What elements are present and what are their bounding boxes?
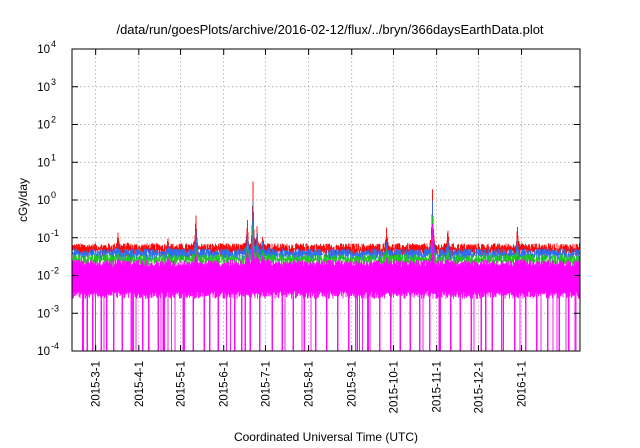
y-tick-exponent: 3 xyxy=(51,77,56,87)
chart-title: /data/run/goesPlots/archive/2016-02-12/f… xyxy=(116,22,543,37)
x-tick-label: 2015-7-1 xyxy=(260,361,272,407)
x-tick-label: 2015-10-1 xyxy=(389,361,401,413)
y-tick-exponent: 4 xyxy=(51,39,56,49)
y-tick-exponent: -4 xyxy=(51,341,59,351)
x-axis-label: Coordinated Universal Time (UTC) xyxy=(234,430,418,444)
series-3 xyxy=(71,224,581,351)
y-tick-label: 10 xyxy=(37,157,50,169)
x-tick-label: 2015-5-1 xyxy=(176,361,188,407)
y-tick-label: 10 xyxy=(37,82,50,94)
y-tick-label: 10 xyxy=(37,346,50,358)
series-2-trace xyxy=(71,216,581,267)
y-tick-exponent: -3 xyxy=(51,303,59,313)
y-tick-exponent: 2 xyxy=(51,115,56,125)
x-tick-label: 2015-8-1 xyxy=(304,361,316,407)
y-tick-exponent: 1 xyxy=(51,152,56,162)
data-series xyxy=(71,181,581,351)
series-0 xyxy=(71,181,581,257)
series-1 xyxy=(71,200,581,262)
y-tick-label: 10 xyxy=(37,195,50,207)
y-tick-label: 10 xyxy=(37,44,50,56)
x-axis: 2015-3-1 2015-4-1 2015-5-1 2015-6-1 2015-7-1… xyxy=(91,49,529,413)
y-tick-label: 10 xyxy=(37,120,50,132)
series-3-trace xyxy=(71,224,581,351)
series-0-trace xyxy=(71,181,581,257)
x-tick-label: 2015-3-1 xyxy=(91,361,103,407)
y-axis-label: cGy/day xyxy=(16,178,30,222)
y-tick-label: 10 xyxy=(37,271,50,283)
y-tick-exponent: 0 xyxy=(51,190,56,200)
x-tick-label: 2015-12-1 xyxy=(473,361,485,413)
y-tick-label: 10 xyxy=(37,233,50,245)
x-tick-label: 2015-11-1 xyxy=(432,361,444,413)
y-tick-exponent: -1 xyxy=(51,228,59,238)
x-tick-label: 2015-6-1 xyxy=(219,361,231,407)
y-tick-exponent: -2 xyxy=(51,266,59,276)
x-tick-label: 2015-4-1 xyxy=(134,361,146,407)
x-tick-label: 2015-9-1 xyxy=(347,361,359,407)
series-1-trace xyxy=(71,200,581,262)
x-tick-label: 2016-1-1 xyxy=(517,361,529,407)
y-tick-label: 10 xyxy=(37,308,50,320)
series-2 xyxy=(71,216,581,267)
